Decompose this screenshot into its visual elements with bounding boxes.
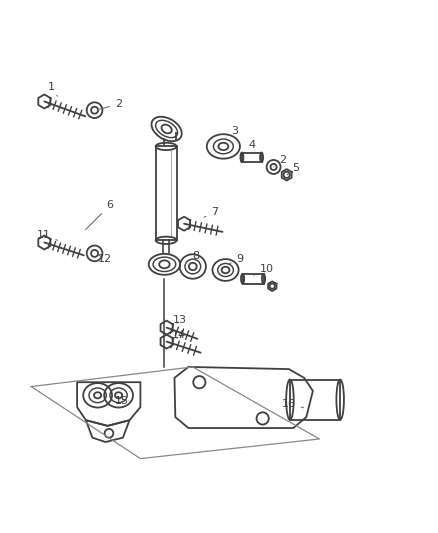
Text: 12: 12 — [98, 254, 112, 264]
Text: 11: 11 — [36, 230, 57, 240]
Text: 16: 16 — [282, 399, 304, 409]
Text: 14: 14 — [172, 330, 186, 341]
Bar — [242, 152, 261, 162]
Bar — [243, 274, 264, 284]
Bar — [290, 379, 340, 420]
Text: 10: 10 — [254, 264, 274, 275]
Text: 2: 2 — [99, 99, 122, 109]
Bar — [155, 147, 177, 240]
Text: 7: 7 — [204, 207, 218, 217]
Text: 13: 13 — [173, 315, 187, 325]
Text: 2: 2 — [274, 155, 286, 167]
Text: 6: 6 — [85, 200, 113, 230]
Text: 3: 3 — [226, 126, 238, 138]
Text: 1: 1 — [47, 83, 57, 96]
Text: 4: 4 — [248, 140, 255, 153]
Text: 9: 9 — [228, 254, 244, 264]
Text: 15: 15 — [109, 396, 129, 406]
Text: 8: 8 — [193, 251, 200, 261]
Text: 5: 5 — [287, 163, 299, 175]
